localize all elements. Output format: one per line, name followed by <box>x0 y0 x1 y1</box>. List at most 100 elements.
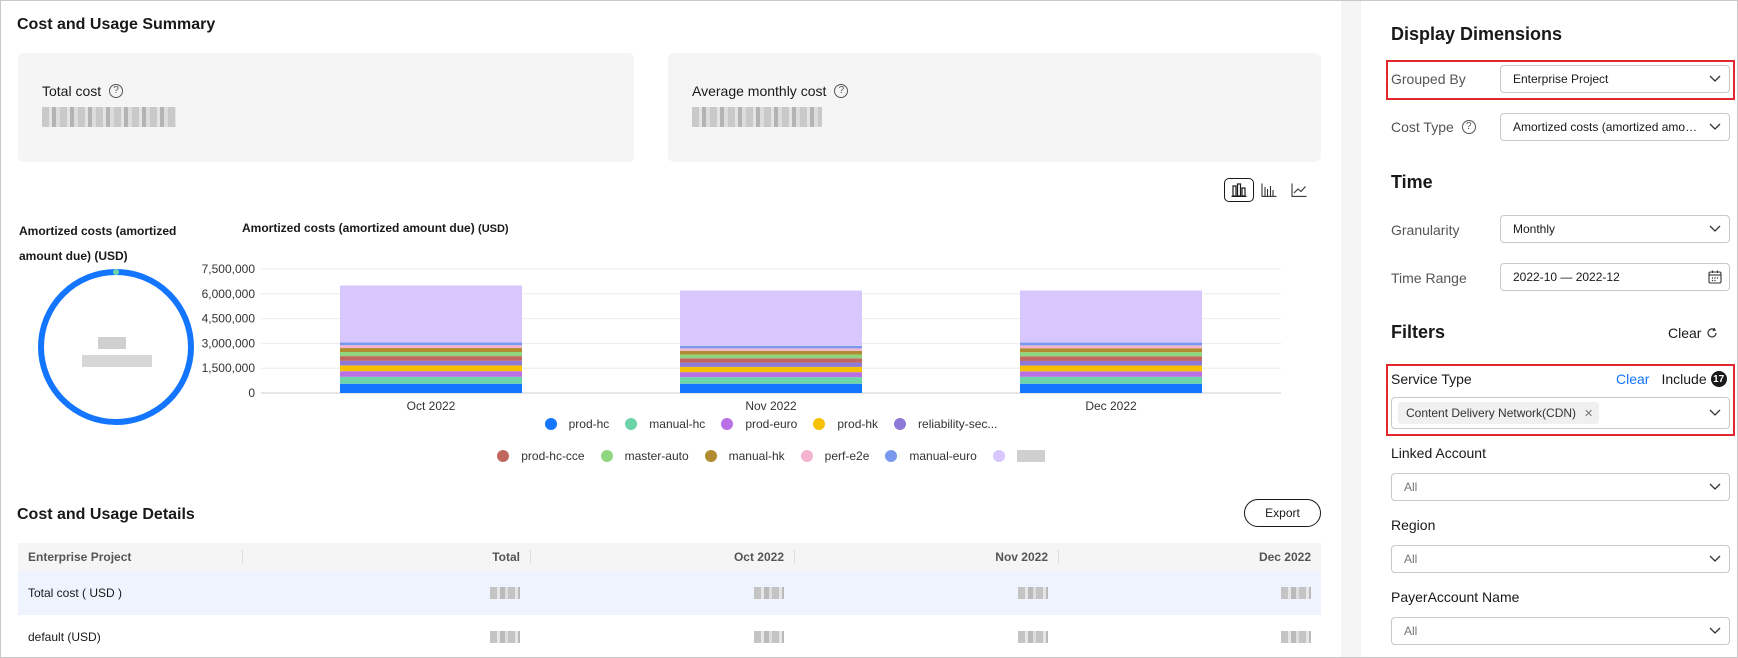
row-name: Total cost ( USD ) <box>28 586 123 600</box>
time-range-picker[interactable]: 2022-10 — 2022-12 <box>1500 263 1730 291</box>
help-icon[interactable]: ? <box>834 84 849 98</box>
bar-segment <box>680 290 862 346</box>
bar-segment <box>1020 345 1202 349</box>
bar-segment <box>340 348 522 352</box>
legend-label: manual-euro <box>909 449 977 463</box>
cost-type-label-row: Cost Type ? <box>1391 119 1476 135</box>
chevron-down-icon <box>1701 75 1729 83</box>
grouped-bar-view-button[interactable] <box>1254 178 1284 202</box>
service-type-select[interactable]: Content Delivery Network(CDN) ✕ <box>1391 397 1730 429</box>
legend-item[interactable]: reliability-sec... <box>894 417 997 431</box>
bar-segment <box>1020 376 1202 384</box>
legend-item[interactable]: prod-euro <box>721 417 797 431</box>
export-button[interactable]: Export <box>1244 499 1321 527</box>
donut-label-redacted <box>82 355 152 367</box>
legend-item[interactable]: prod-hc-cce <box>497 449 585 463</box>
chevron-down-icon <box>1701 627 1729 635</box>
average-monthly-cost-value-redacted <box>692 107 822 127</box>
cell-redacted <box>794 615 1058 658</box>
cell-redacted <box>1058 571 1321 615</box>
highlight-box <box>1386 60 1735 100</box>
column-header-enterprise-project[interactable]: Enterprise Project <box>28 550 132 564</box>
help-icon[interactable]: ? <box>1461 120 1476 134</box>
bar-segment <box>1020 371 1202 377</box>
table-row[interactable]: default (USD) <box>18 615 1321 658</box>
column-header-dec-2022[interactable]: Dec 2022 <box>1058 543 1321 571</box>
column-header-total[interactable]: Total <box>242 543 530 571</box>
bar-segment <box>1020 360 1202 366</box>
table-header: Enterprise Project Total Oct 2022 Nov 20… <box>18 543 1321 571</box>
time-range-label: Time Range <box>1391 270 1467 286</box>
legend-item[interactable]: master-auto <box>600 449 689 463</box>
filters-clear-button[interactable]: Clear <box>1668 325 1718 341</box>
legend-label: prod-euro <box>745 417 798 431</box>
avg-cost-label-row: Average monthly cost ? <box>692 83 849 99</box>
linked-account-select[interactable]: All <box>1391 473 1730 501</box>
payer-account-select[interactable]: All <box>1391 617 1730 645</box>
payer-account-value: All <box>1404 624 1418 638</box>
grouped-by-label: Grouped By <box>1391 71 1466 87</box>
legend-label-redacted <box>1016 450 1045 462</box>
service-type-actions: Clear Include 17 <box>1616 371 1727 387</box>
bar-segment <box>680 354 862 359</box>
service-type-clear-link[interactable]: Clear <box>1616 371 1650 387</box>
grouped-by-select[interactable]: Enterprise Project <box>1500 65 1730 93</box>
legend-item[interactable]: manual-hk <box>704 449 785 463</box>
legend-item[interactable]: manual-hc <box>625 417 705 431</box>
legend-label: prod-hc-cce <box>521 449 585 463</box>
bar-segment <box>680 358 862 363</box>
cost-type-select[interactable]: Amortized costs (amortized amount due) <box>1500 113 1730 141</box>
legend-item[interactable]: manual-euro <box>885 449 977 463</box>
stacked-bar-icon <box>1231 183 1247 197</box>
column-header-nov-2022[interactable]: Nov 2022 <box>794 543 1058 571</box>
service-type-include-toggle[interactable]: Include 17 <box>1661 371 1727 387</box>
legend-label: reliability-sec... <box>918 417 998 431</box>
donut-chart <box>38 269 194 425</box>
column-header-oct-2022[interactable]: Oct 2022 <box>530 543 794 571</box>
legend-dot <box>885 450 898 462</box>
help-icon[interactable]: ? <box>109 84 124 98</box>
legend-label: manual-hc <box>649 417 706 431</box>
bar-segment <box>1020 342 1202 346</box>
x-tick-label: Dec 2022 <box>1085 399 1137 411</box>
total-cost-value-redacted <box>42 107 176 127</box>
line-chart-view-button[interactable] <box>1284 178 1314 202</box>
chart-view-toggle <box>1224 177 1314 203</box>
bar-segment <box>1020 356 1202 361</box>
legend-row-2: prod-hc-cce master-auto manual-hk perf-e2e m… <box>201 449 1341 463</box>
legend-dot <box>894 418 907 430</box>
bar-segment <box>340 356 522 361</box>
legend-label: prod-hk <box>837 417 879 431</box>
service-type-tag-label: Content Delivery Network(CDN) <box>1406 406 1577 420</box>
main-content: Cost and Usage Summary Total cost ? Aver… <box>1 1 1341 657</box>
legend-label: perf-e2e <box>824 449 870 463</box>
x-tick-label: Oct 2022 <box>407 399 456 411</box>
table-row[interactable]: Total cost ( USD ) <box>18 571 1321 615</box>
chevron-down-icon <box>1701 555 1729 563</box>
time-range-value: 2022-10 — 2022-12 <box>1513 270 1620 284</box>
filters-heading: Filters <box>1391 322 1446 342</box>
bar-segment <box>340 371 522 377</box>
bar-segment <box>680 383 862 393</box>
legend-item[interactable]: prod-hc <box>544 417 609 431</box>
bar-segment <box>680 348 862 351</box>
bar-segment <box>340 351 522 357</box>
include-label: Include <box>1661 371 1707 387</box>
grouped-bar-icon <box>1261 183 1277 197</box>
summary-title: Cost and Usage Summary <box>17 16 216 33</box>
tag-close-icon[interactable]: ✕ <box>1584 407 1594 420</box>
average-monthly-cost-label: Average monthly cost <box>692 83 827 99</box>
refresh-icon <box>1707 327 1718 338</box>
legend-item[interactable]: prod-hk <box>813 417 878 431</box>
bar-segment <box>680 345 862 349</box>
granularity-select[interactable]: Monthly <box>1500 215 1730 243</box>
y-tick-label: 4,500,000 <box>202 312 256 326</box>
legend-item[interactable] <box>992 449 1045 463</box>
service-type-label: Service Type <box>1391 371 1472 387</box>
cell-redacted <box>242 571 530 615</box>
stacked-bar-view-button[interactable] <box>1224 178 1254 202</box>
region-select[interactable]: All <box>1391 545 1730 573</box>
region-label: Region <box>1391 517 1436 533</box>
granularity-label: Granularity <box>1391 222 1460 238</box>
legend-item[interactable]: perf-e2e <box>800 449 870 463</box>
